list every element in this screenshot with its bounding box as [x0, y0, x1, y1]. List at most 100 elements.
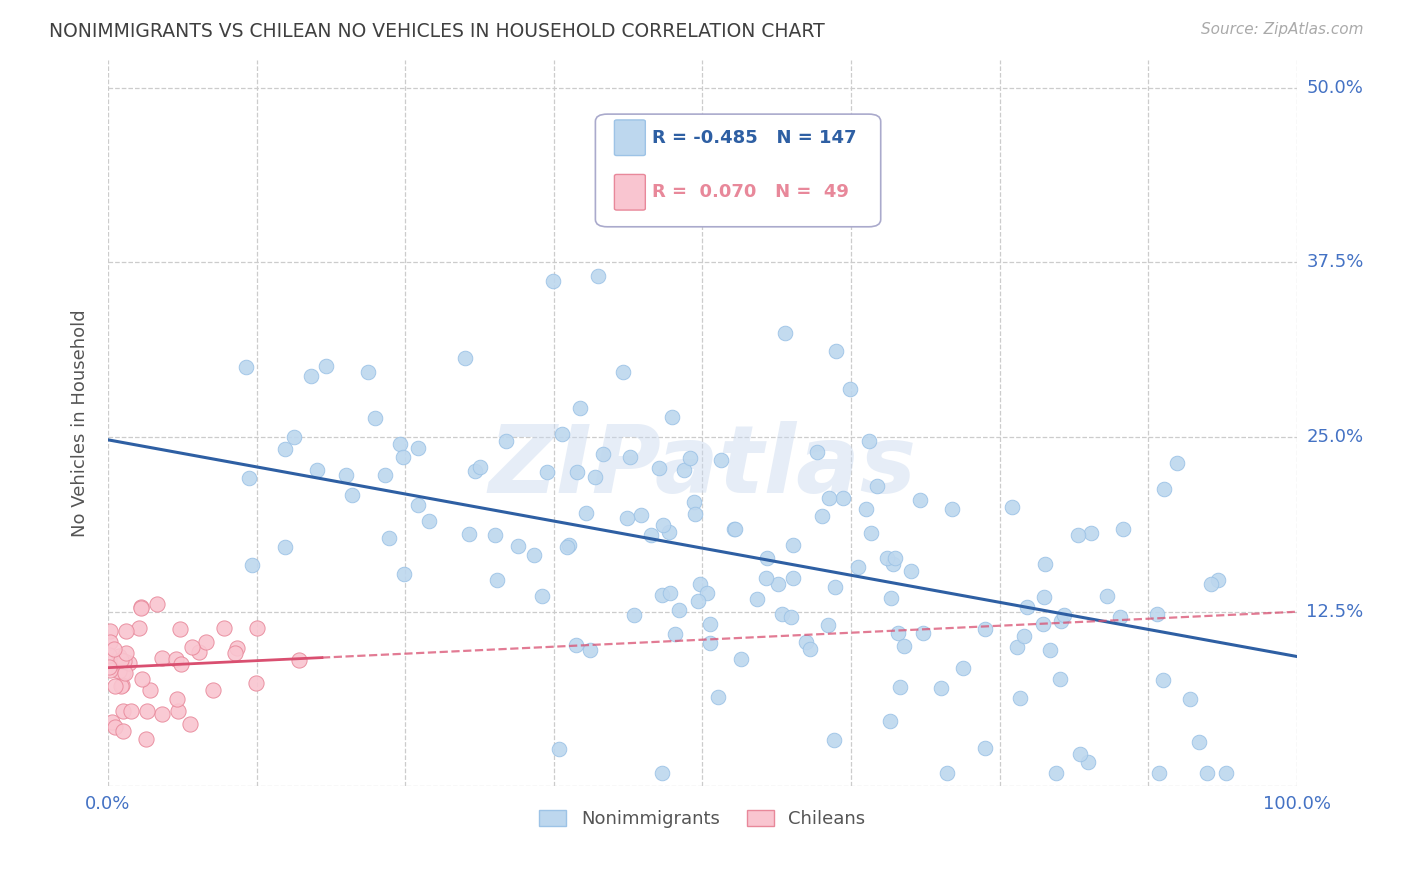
Point — [548, 742, 571, 756]
Point — [688, 594, 710, 608]
Point — [128, 621, 150, 635]
Point — [658, 524, 681, 539]
Point — [129, 601, 152, 615]
Point — [775, 326, 797, 340]
Point — [117, 656, 139, 670]
Point — [876, 550, 898, 565]
Point — [111, 678, 134, 692]
Text: R =  0.070   N =  49: R = 0.070 N = 49 — [652, 183, 849, 202]
Point — [884, 550, 907, 565]
Point — [245, 675, 267, 690]
Point — [485, 573, 508, 587]
Point — [952, 661, 974, 675]
Point — [104, 679, 127, 693]
Point — [770, 607, 793, 621]
Point — [131, 672, 153, 686]
Point — [755, 571, 778, 585]
Point — [579, 642, 602, 657]
Point — [418, 514, 440, 528]
Point — [855, 502, 877, 516]
Point — [98, 648, 121, 663]
Point — [194, 635, 217, 649]
Point — [108, 649, 131, 664]
Point — [661, 409, 683, 424]
Point — [973, 622, 995, 636]
Point — [108, 664, 131, 678]
Point — [543, 274, 565, 288]
Point — [454, 351, 477, 365]
Point — [1097, 589, 1119, 603]
Point — [180, 640, 202, 655]
Point — [1153, 482, 1175, 496]
Point — [136, 704, 159, 718]
Point — [1112, 522, 1135, 536]
Text: Source: ZipAtlas.com: Source: ZipAtlas.com — [1201, 22, 1364, 37]
Point — [575, 506, 598, 520]
Point — [630, 508, 652, 523]
Point — [565, 465, 588, 479]
Point — [707, 690, 730, 705]
Text: NONIMMIGRANTS VS CHILEAN NO VEHICLES IN HOUSEHOLD CORRELATION CHART: NONIMMIGRANTS VS CHILEAN NO VEHICLES IN … — [49, 22, 825, 41]
Point — [374, 467, 396, 482]
Point — [101, 714, 124, 729]
Point — [839, 383, 862, 397]
Point — [167, 705, 190, 719]
Point — [1033, 557, 1056, 571]
Point — [1033, 590, 1056, 604]
Point — [364, 411, 387, 425]
Point — [880, 591, 903, 605]
Point — [568, 401, 591, 415]
Point — [846, 560, 869, 574]
Text: 37.5%: 37.5% — [1306, 253, 1364, 271]
Point — [224, 646, 246, 660]
Point — [131, 599, 153, 614]
Point — [824, 580, 846, 594]
Point — [110, 653, 132, 667]
Point — [685, 507, 707, 521]
Point — [886, 626, 908, 640]
Point — [315, 359, 337, 374]
Point — [825, 344, 848, 359]
Point — [246, 621, 269, 635]
Point — [1188, 735, 1211, 749]
Point — [659, 585, 682, 599]
Point — [1017, 600, 1039, 615]
Point — [531, 589, 554, 603]
Point — [747, 591, 769, 606]
Point — [139, 683, 162, 698]
Point — [668, 602, 690, 616]
Point — [817, 618, 839, 632]
Legend: Nonimmigrants, Chileans: Nonimmigrants, Chileans — [531, 803, 873, 836]
Point — [1199, 577, 1222, 591]
Point — [555, 540, 578, 554]
Point — [648, 460, 671, 475]
Point — [651, 765, 673, 780]
Y-axis label: No Vehicles in Household: No Vehicles in Household — [72, 310, 89, 537]
Point — [879, 714, 901, 728]
Point — [651, 589, 673, 603]
Point — [135, 731, 157, 746]
Point — [723, 522, 745, 536]
Point — [832, 491, 855, 506]
Point — [150, 650, 173, 665]
Point — [1008, 691, 1031, 706]
Point — [1001, 500, 1024, 515]
Point — [406, 442, 429, 456]
Point — [112, 704, 135, 718]
Point — [860, 525, 883, 540]
Point — [283, 430, 305, 444]
Point — [1007, 640, 1029, 655]
Point — [756, 551, 779, 566]
Point — [1045, 765, 1067, 780]
Point — [730, 651, 752, 665]
Point — [179, 716, 201, 731]
Point — [1108, 609, 1130, 624]
Point — [583, 470, 606, 484]
Point — [115, 624, 138, 638]
Point — [100, 624, 122, 638]
Point — [1195, 765, 1218, 780]
Point — [202, 682, 225, 697]
Point — [226, 640, 249, 655]
Point — [340, 488, 363, 502]
Point — [1166, 456, 1188, 470]
